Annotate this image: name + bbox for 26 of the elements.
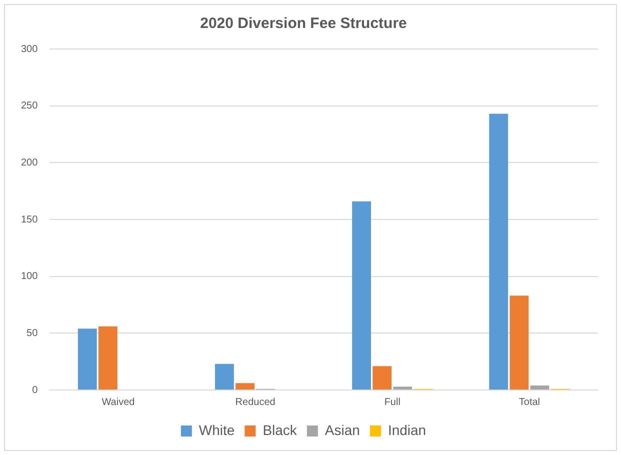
bar — [489, 114, 508, 390]
x-tick-label: Reduced — [235, 396, 276, 408]
legend-label: Indian — [388, 422, 426, 438]
y-tick-label: 300 — [20, 44, 38, 55]
x-tick-label: Full — [384, 396, 400, 408]
legend-label: Black — [262, 422, 298, 438]
y-tick-label: 250 — [20, 100, 38, 112]
bar — [372, 366, 392, 390]
bar — [530, 385, 550, 390]
legend-label: White — [198, 422, 235, 438]
bar — [215, 364, 234, 390]
bar — [78, 328, 97, 390]
y-tick-label: 150 — [20, 214, 38, 226]
chart-title: 2020 Diversion Fee Structure — [200, 15, 407, 32]
y-tick-label: 200 — [20, 157, 38, 168]
legend-label: Asian — [324, 422, 360, 438]
bar — [98, 326, 118, 390]
bar — [393, 386, 412, 390]
x-tick-label: Total — [518, 396, 540, 408]
x-tick-label: Waived — [102, 396, 135, 408]
y-tick-label: 100 — [20, 271, 38, 282]
y-tick-label: 50 — [26, 328, 38, 339]
bar — [236, 383, 254, 390]
bar — [352, 201, 371, 390]
y-tick-label: 0 — [32, 384, 38, 396]
bar — [510, 296, 529, 390]
